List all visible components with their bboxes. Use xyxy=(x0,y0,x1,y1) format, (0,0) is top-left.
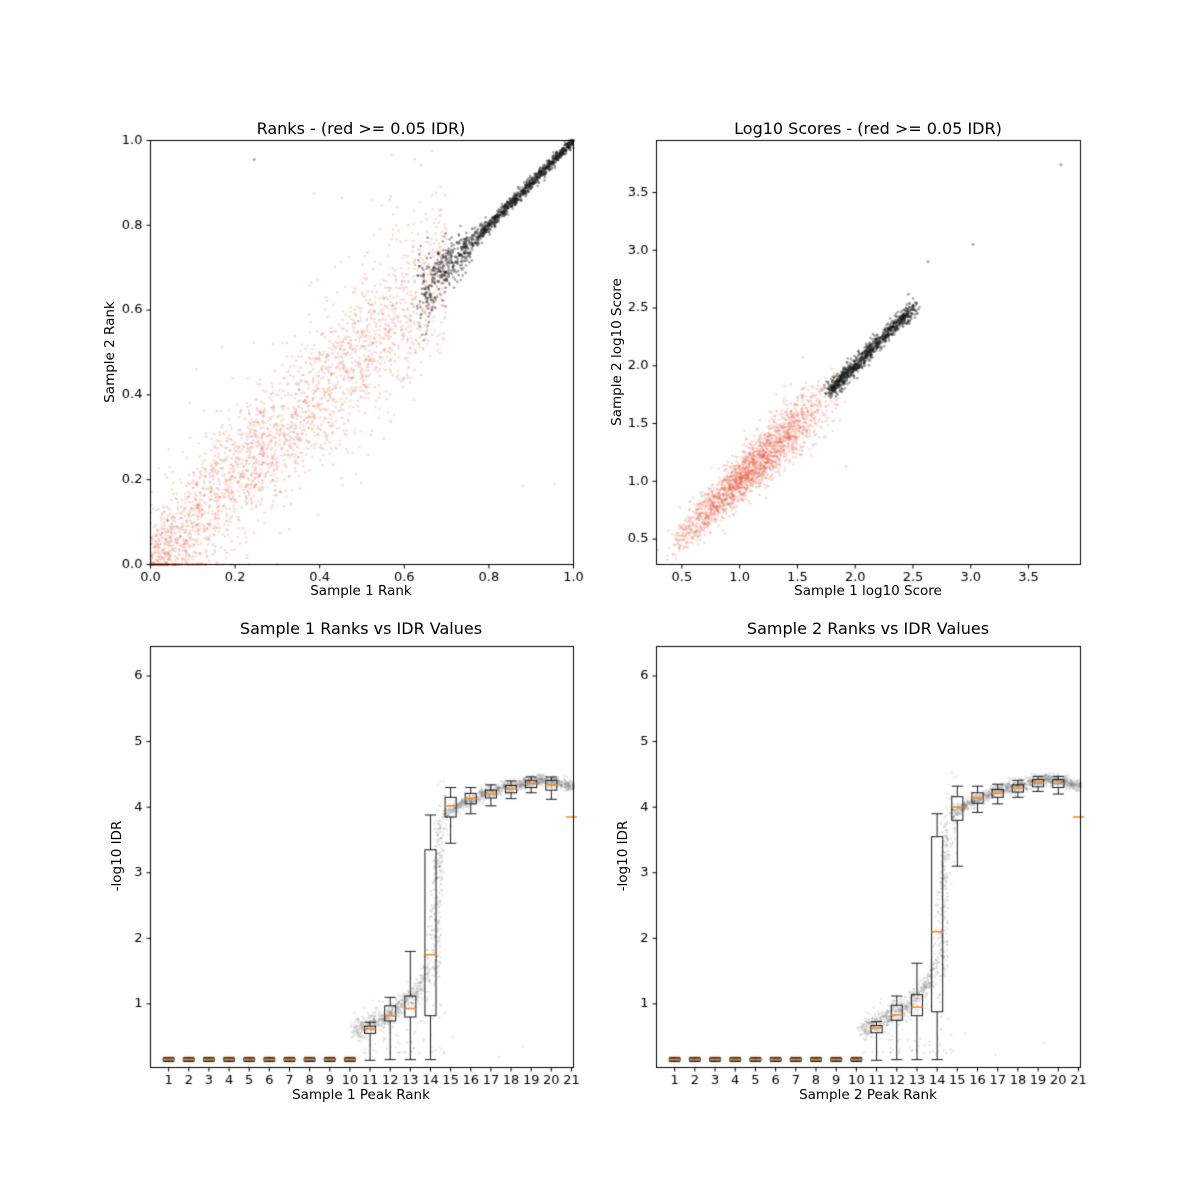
idr2-x-axis-label: Sample 2 Peak Rank xyxy=(799,1087,937,1103)
idr1-plot-title: Sample 1 Ranks vs IDR Values xyxy=(239,619,483,638)
scores-y-axis-label: Sample 2 log10 Score xyxy=(609,278,625,426)
idr1-x-axis-label: Sample 1 Peak Rank xyxy=(292,1087,430,1103)
ranks-x-axis-label: Sample 1 Rank xyxy=(310,583,412,599)
idr1-y-axis-label: -log10 IDR xyxy=(109,820,125,892)
scores-x-axis-label: Sample 1 log10 Score xyxy=(794,583,942,599)
idr2-plot-title: Sample 2 Ranks vs IDR Values xyxy=(746,619,990,638)
ranks-y-axis-label: Sample 2 Rank xyxy=(102,301,118,403)
scores-plot-title: Log10 Scores - (red >= 0.05 IDR) xyxy=(734,119,1002,138)
ranks-plot-title: Ranks - (red >= 0.05 IDR) xyxy=(256,119,466,138)
idr2-y-axis-label: -log10 IDR xyxy=(615,820,631,892)
